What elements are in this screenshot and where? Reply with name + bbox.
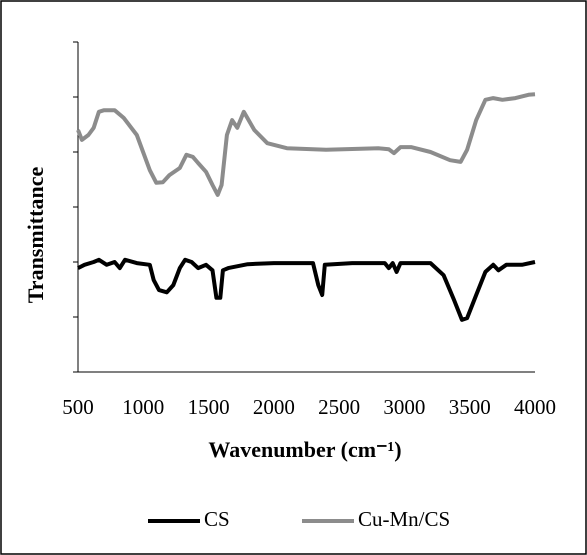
x-tick-label: 1500	[188, 395, 230, 419]
x-axis-title: Wavenumber (cm⁻¹)	[208, 437, 401, 462]
x-tick-label: 3500	[449, 395, 491, 419]
series-line	[77, 257, 536, 322]
series-line	[76, 92, 536, 197]
x-tick-label: 2000	[253, 395, 295, 419]
x-tick-label: 4000	[514, 395, 556, 419]
x-tick-label: 1000	[122, 395, 164, 419]
y-axis-title: Transmittance	[23, 167, 48, 304]
x-tick-label: 500	[62, 395, 94, 419]
legend-label: CS	[204, 507, 230, 531]
x-tick-label: 2500	[318, 395, 360, 419]
legend-label: Cu-Mn/CS	[358, 507, 450, 531]
x-tick-label: 3000	[383, 395, 425, 419]
